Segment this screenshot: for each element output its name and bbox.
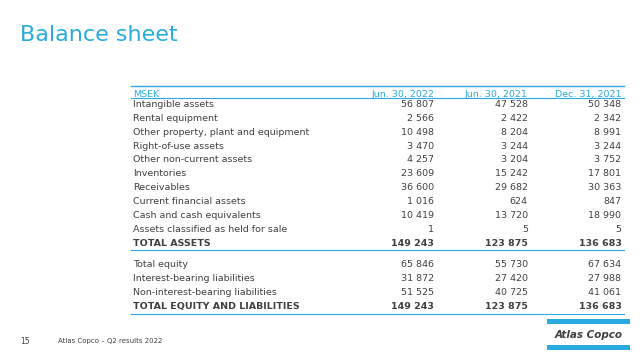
- Text: 5: 5: [616, 225, 621, 234]
- Text: 2 342: 2 342: [595, 114, 621, 123]
- Text: 40 725: 40 725: [495, 288, 528, 297]
- Text: Intangible assets: Intangible assets: [133, 100, 214, 109]
- Text: 2 422: 2 422: [501, 114, 528, 123]
- Text: 3 470: 3 470: [407, 142, 434, 151]
- Text: 3 204: 3 204: [500, 156, 528, 165]
- Text: 5: 5: [522, 225, 528, 234]
- Text: 56 807: 56 807: [401, 100, 434, 109]
- Bar: [547, 319, 630, 350]
- Text: 123 875: 123 875: [485, 302, 528, 311]
- Text: 10 419: 10 419: [401, 211, 434, 220]
- Text: Receivables: Receivables: [133, 183, 190, 192]
- Text: Cash and cash equivalents: Cash and cash equivalents: [133, 211, 261, 220]
- Text: Non-interest-bearing liabilities: Non-interest-bearing liabilities: [133, 288, 277, 297]
- Text: Jun. 30, 2021: Jun. 30, 2021: [465, 90, 528, 99]
- Text: MSEK: MSEK: [133, 90, 159, 99]
- Text: 13 720: 13 720: [495, 211, 528, 220]
- Text: Balance sheet: Balance sheet: [20, 25, 178, 45]
- Text: 136 683: 136 683: [579, 302, 621, 311]
- Text: Current financial assets: Current financial assets: [133, 197, 246, 206]
- Text: Jun. 30, 2022: Jun. 30, 2022: [371, 90, 434, 99]
- Text: Other property, plant and equipment: Other property, plant and equipment: [133, 128, 309, 137]
- Text: 30 363: 30 363: [588, 183, 621, 192]
- Text: 847: 847: [604, 197, 621, 206]
- Text: TOTAL EQUITY AND LIABILITIES: TOTAL EQUITY AND LIABILITIES: [133, 302, 300, 311]
- Text: 149 243: 149 243: [391, 239, 434, 248]
- Text: 65 846: 65 846: [401, 260, 434, 269]
- Text: Other non-current assets: Other non-current assets: [133, 156, 252, 165]
- Bar: [547, 345, 630, 350]
- Text: Dec. 31, 2021: Dec. 31, 2021: [555, 90, 621, 99]
- Text: 136 683: 136 683: [579, 239, 621, 248]
- Text: 15: 15: [20, 337, 30, 345]
- Text: 23 609: 23 609: [401, 169, 434, 178]
- Text: 1: 1: [428, 225, 434, 234]
- Text: 8 991: 8 991: [595, 128, 621, 137]
- Text: 67 634: 67 634: [588, 260, 621, 269]
- Text: 18 990: 18 990: [588, 211, 621, 220]
- Text: 15 242: 15 242: [495, 169, 528, 178]
- Text: 47 528: 47 528: [495, 100, 528, 109]
- Text: 3 752: 3 752: [595, 156, 621, 165]
- Text: 624: 624: [510, 197, 528, 206]
- Text: 1 016: 1 016: [407, 197, 434, 206]
- Text: 29 682: 29 682: [495, 183, 528, 192]
- Text: 50 348: 50 348: [588, 100, 621, 109]
- Text: 17 801: 17 801: [588, 169, 621, 178]
- Text: Interest-bearing liabilities: Interest-bearing liabilities: [133, 274, 255, 283]
- Text: 123 875: 123 875: [485, 239, 528, 248]
- Text: 2 566: 2 566: [407, 114, 434, 123]
- Text: Atlas Copco – Q2 results 2022: Atlas Copco – Q2 results 2022: [58, 338, 162, 344]
- Text: 3 244: 3 244: [595, 142, 621, 151]
- Text: 41 061: 41 061: [588, 288, 621, 297]
- Text: Rental equipment: Rental equipment: [133, 114, 218, 123]
- Text: 31 872: 31 872: [401, 274, 434, 283]
- Text: 55 730: 55 730: [495, 260, 528, 269]
- Text: 3 244: 3 244: [500, 142, 528, 151]
- Text: 4 257: 4 257: [407, 156, 434, 165]
- Text: Inventories: Inventories: [133, 169, 186, 178]
- Text: Atlas Copco: Atlas Copco: [555, 330, 623, 340]
- Text: 8 204: 8 204: [501, 128, 528, 137]
- Text: 51 525: 51 525: [401, 288, 434, 297]
- Text: 149 243: 149 243: [391, 302, 434, 311]
- Text: 27 988: 27 988: [588, 274, 621, 283]
- Bar: [547, 319, 630, 324]
- Text: Right-of-use assets: Right-of-use assets: [133, 142, 224, 151]
- Text: Assets classified as held for sale: Assets classified as held for sale: [133, 225, 287, 234]
- Text: 27 420: 27 420: [495, 274, 528, 283]
- Text: TOTAL ASSETS: TOTAL ASSETS: [133, 239, 211, 248]
- Text: Total equity: Total equity: [133, 260, 188, 269]
- Text: 36 600: 36 600: [401, 183, 434, 192]
- Text: 10 498: 10 498: [401, 128, 434, 137]
